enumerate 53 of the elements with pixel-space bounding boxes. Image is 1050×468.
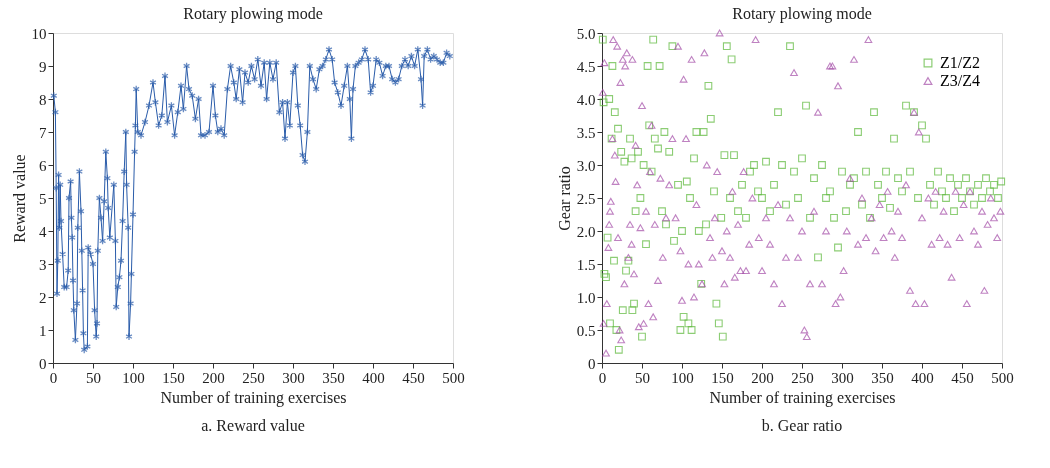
x-tick-label: 50 bbox=[86, 369, 101, 386]
x-tick-label: 200 bbox=[751, 369, 774, 386]
x-tick-label: 500 bbox=[991, 369, 1014, 386]
x-tick-label: 350 bbox=[322, 369, 345, 386]
x-tick-label: 250 bbox=[242, 369, 265, 386]
x-tick-label: 100 bbox=[122, 369, 145, 386]
y-tick-label: 0 bbox=[39, 355, 47, 372]
y-tick-label: 4.0 bbox=[576, 91, 596, 108]
x-tick-label: 300 bbox=[282, 369, 305, 386]
y-tick-label: 2 bbox=[39, 289, 47, 306]
x-axis-title: Number of training exercises bbox=[160, 388, 347, 407]
y-tick-label: 3 bbox=[39, 256, 47, 273]
x-tick-label: 50 bbox=[635, 369, 650, 386]
y-tick-label: 1.5 bbox=[576, 256, 596, 273]
y-axis-title: Reward value bbox=[10, 154, 28, 243]
y-tick-label: 0.5 bbox=[576, 322, 596, 339]
y-tick-label: 5.0 bbox=[576, 25, 596, 42]
y-tick-label: 0 bbox=[588, 355, 596, 372]
y-tick-label: 9 bbox=[39, 58, 47, 75]
y-tick-label: 6 bbox=[39, 157, 47, 174]
x-tick-label: 450 bbox=[951, 369, 974, 386]
x-tick-label: 400 bbox=[362, 369, 385, 386]
y-tick-label: 3.0 bbox=[576, 157, 596, 174]
x-tick-label: 300 bbox=[831, 369, 854, 386]
legend-label: Z3/Z4 bbox=[940, 72, 980, 89]
x-tick-label: 100 bbox=[671, 369, 694, 386]
chart-title: Rotary plowing mode bbox=[183, 5, 323, 23]
x-tick-label: 400 bbox=[911, 369, 934, 386]
text: a. Reward value bbox=[201, 417, 305, 434]
x-axis-title: Number of training exercises bbox=[709, 388, 896, 407]
x-tick-label: 450 bbox=[402, 369, 425, 386]
y-tick-label: 1.0 bbox=[576, 289, 596, 306]
y-tick-label: 3.5 bbox=[576, 124, 596, 141]
x-tick-label: 200 bbox=[202, 369, 225, 386]
y-axis-title: Gear ratio bbox=[555, 166, 573, 231]
x-tick-label: 150 bbox=[711, 369, 734, 386]
chart-title: Rotary plowing mode bbox=[732, 5, 872, 23]
x-tick-label: 250 bbox=[791, 369, 814, 386]
text: b. Gear ratio bbox=[761, 417, 843, 434]
x-tick-label: 350 bbox=[871, 369, 894, 386]
y-tick-label: 4 bbox=[39, 223, 47, 240]
y-tick-label: 2.0 bbox=[576, 223, 596, 240]
y-tick-label: 7 bbox=[39, 124, 47, 141]
x-tick-label: 150 bbox=[162, 369, 185, 386]
x-tick-label: 500 bbox=[442, 369, 465, 386]
y-tick-label: 5 bbox=[39, 190, 47, 207]
y-tick-label: 1 bbox=[39, 322, 47, 339]
y-tick-label: 2.5 bbox=[576, 190, 596, 207]
y-tick-label: 4.5 bbox=[576, 58, 596, 75]
y-tick-label: 10 bbox=[31, 25, 47, 42]
legend-label: Z1/Z2 bbox=[940, 54, 980, 71]
x-tick-label: 0 bbox=[598, 369, 607, 386]
y-tick-label: 8 bbox=[39, 91, 47, 108]
